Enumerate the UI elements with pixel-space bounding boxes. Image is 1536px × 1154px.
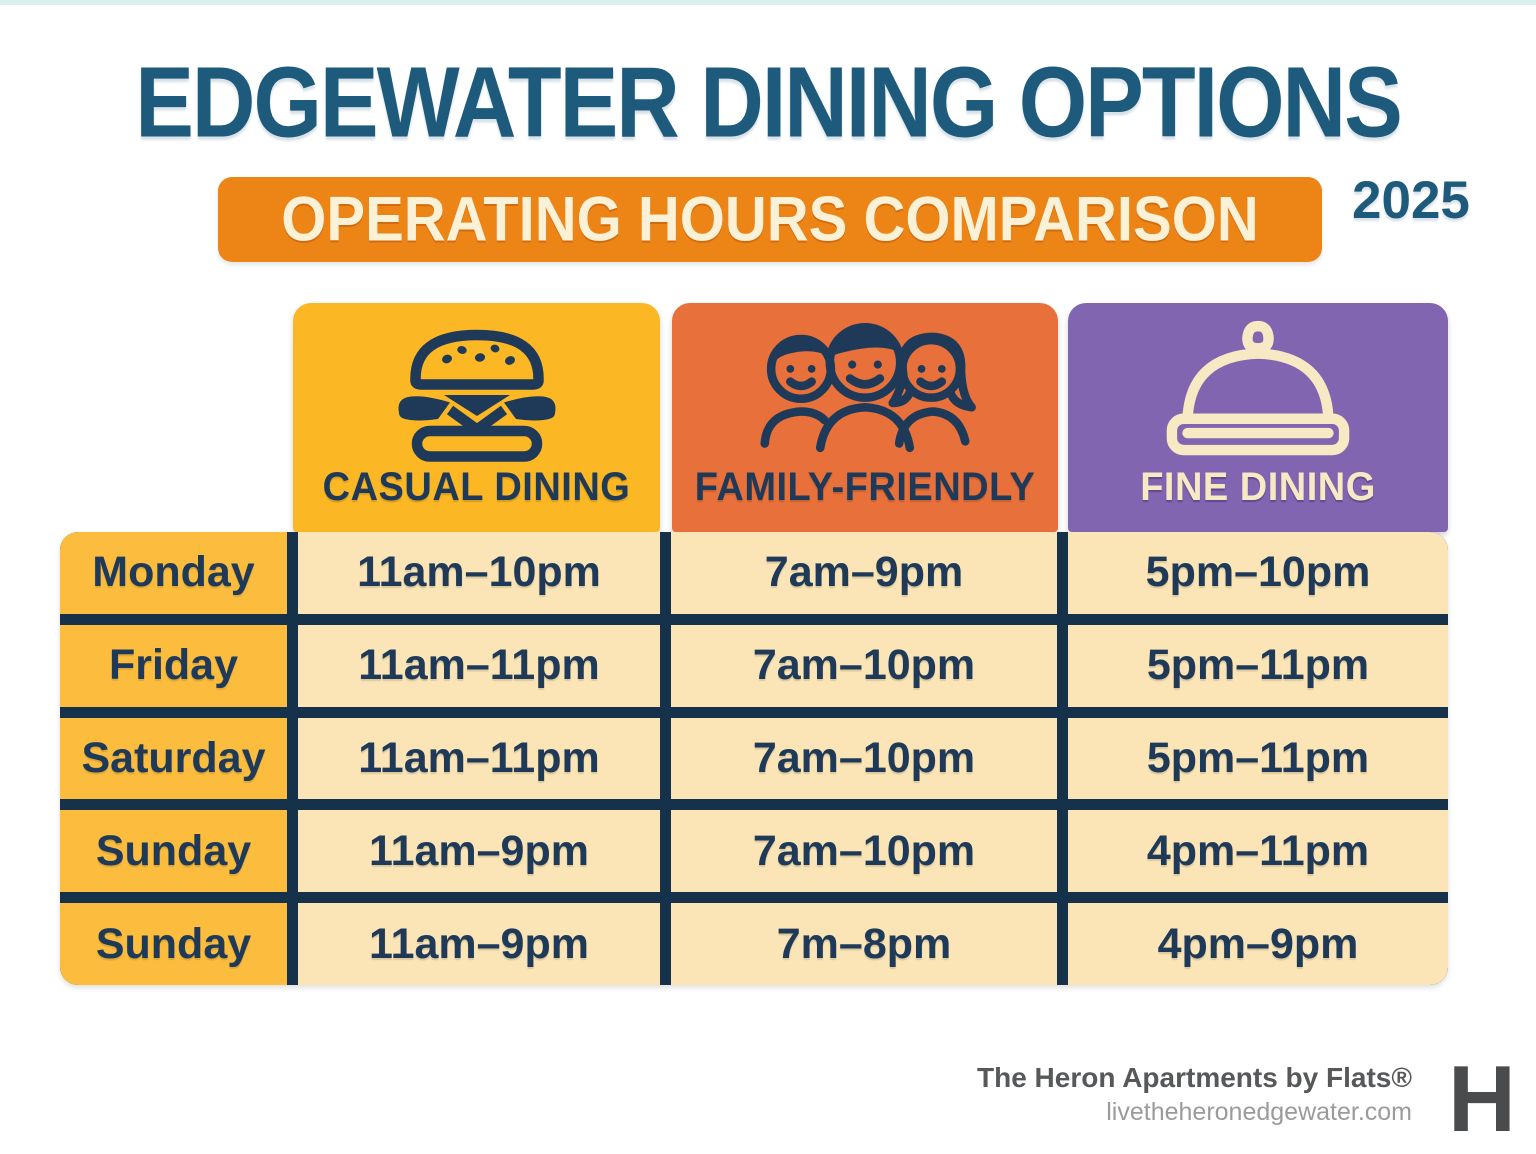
cloche-icon xyxy=(1068,303,1448,467)
burger-icon xyxy=(293,303,660,467)
column-header-casual-dining: CASUAL DINING xyxy=(293,303,660,532)
subtitle-text: OPERATING HOURS COMPARISON xyxy=(281,184,1259,255)
hours-cell: 5pm–11pm xyxy=(1068,717,1448,800)
footer-brand: The Heron Apartments by Flats® xyxy=(977,1062,1412,1093)
hours-cell: 4pm–9pm xyxy=(1068,903,1448,985)
hours-cell: 7am–10pm xyxy=(671,717,1057,800)
footer-url: livetheheronedgewater.com xyxy=(1106,1098,1412,1126)
hours-cell: 11am–11pm xyxy=(298,624,660,707)
column-label-casual: CASUAL DINING xyxy=(322,465,631,510)
title-row: EDGEWATER DINING OPTIONS xyxy=(0,44,1536,158)
flats-h-logo: H xyxy=(1448,1046,1516,1151)
hours-cell: 11am–9pm xyxy=(298,903,660,985)
family-icon xyxy=(672,293,1058,467)
hours-cell: 7am–9pm xyxy=(671,532,1057,614)
day-cell-monday: Monday xyxy=(60,532,287,614)
column-header-fine-dining: FINE DINING xyxy=(1068,303,1448,532)
day-cell-sunday-2: Sunday xyxy=(60,903,287,985)
page-title: EDGEWATER DINING OPTIONS xyxy=(135,45,1403,158)
column-header-family-friendly: FAMILY-FRIENDLY xyxy=(672,303,1058,532)
footer: The Heron Apartments by Flats® livethehe… xyxy=(700,1060,1412,1128)
hours-cell: 7am–10pm xyxy=(671,624,1057,707)
hours-cell: 5pm–10pm xyxy=(1068,532,1448,614)
column-label-fine: FINE DINING xyxy=(1140,465,1376,510)
subtitle-banner: OPERATING HOURS COMPARISON xyxy=(218,177,1322,262)
hours-cell: 11am–10pm xyxy=(298,532,660,614)
year-label: 2025 xyxy=(1352,171,1470,230)
day-cell-saturday: Saturday xyxy=(60,717,287,800)
hours-cell: 5pm–11pm xyxy=(1068,624,1448,707)
hours-table: Monday 11am–10pm 7am–9pm 5pm–10pm Friday… xyxy=(60,532,1448,985)
hours-cell: 11am–9pm xyxy=(298,810,660,893)
hours-cell: 4pm–11pm xyxy=(1068,810,1448,893)
hours-cell: 7am–10pm xyxy=(671,810,1057,893)
hours-cell: 7m–8pm xyxy=(671,903,1057,985)
column-label-family: FAMILY-FRIENDLY xyxy=(694,465,1036,510)
hours-cell: 11am–11pm xyxy=(298,717,660,800)
top-accent-strip xyxy=(0,0,1536,5)
day-cell-sunday: Sunday xyxy=(60,810,287,893)
day-cell-friday: Friday xyxy=(60,624,287,707)
